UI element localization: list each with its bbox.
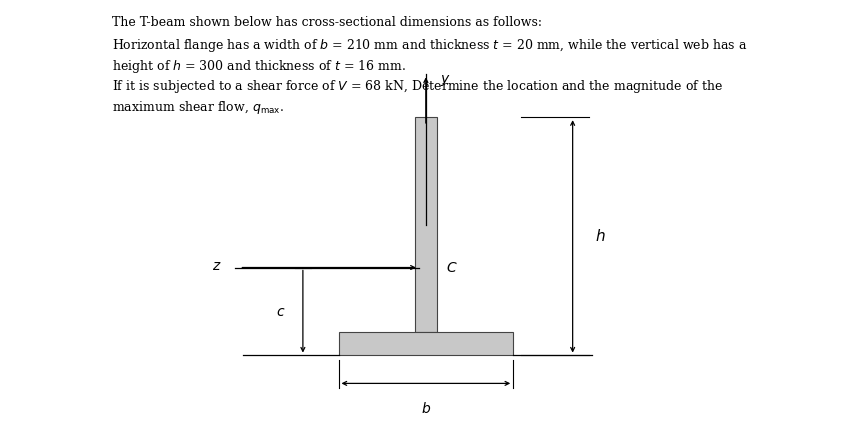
Text: The T-beam shown below has cross-sectional dimensions as follows:: The T-beam shown below has cross-section… bbox=[113, 16, 543, 29]
Text: $h$: $h$ bbox=[595, 229, 606, 245]
Bar bbox=[415, 117, 437, 332]
Text: If it is subjected to a shear force of $V$ = 68 kN, Determine the location and t: If it is subjected to a shear force of $… bbox=[113, 78, 723, 95]
Text: $y$: $y$ bbox=[440, 73, 451, 88]
Text: $C$: $C$ bbox=[447, 260, 458, 274]
Bar bbox=[338, 332, 513, 356]
Text: Horizontal flange has a width of $b$ = 210 mm and thickness $t$ = 20 mm, while t: Horizontal flange has a width of $b$ = 2… bbox=[113, 37, 748, 54]
Text: maximum shear flow, $q_{\mathrm{max}}$.: maximum shear flow, $q_{\mathrm{max}}$. bbox=[113, 99, 284, 116]
Text: height of $h$ = 300 and thickness of $t$ = 16 mm.: height of $h$ = 300 and thickness of $t$… bbox=[113, 57, 406, 75]
Text: $z$: $z$ bbox=[211, 259, 221, 273]
Text: $c$: $c$ bbox=[276, 305, 285, 318]
Text: $b$: $b$ bbox=[421, 400, 431, 416]
